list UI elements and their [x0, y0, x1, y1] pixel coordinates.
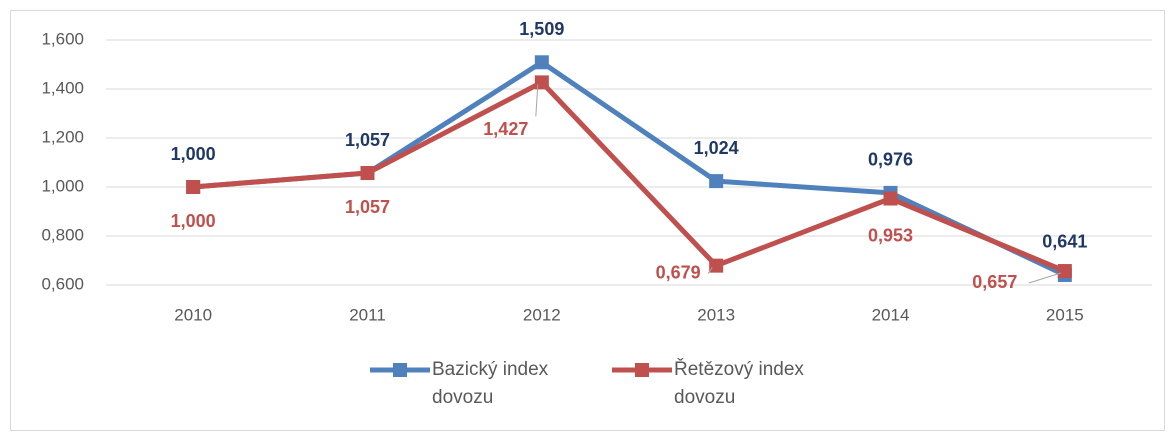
x-tick-label: 2014: [872, 305, 910, 324]
legend-label: Bazický index dovozu: [432, 359, 549, 408]
x-tick-label: 2013: [697, 305, 735, 324]
data-label: 1,000: [171, 211, 216, 231]
x-tick-label: 2015: [1046, 305, 1084, 324]
marker: [360, 166, 375, 181]
legend-marker: [393, 363, 407, 377]
leader-line: [707, 267, 713, 274]
data-label: 1,024: [694, 138, 739, 158]
data-label: 0,953: [868, 225, 913, 245]
series-line: [192, 59, 1066, 278]
x-tick-label: 2011: [349, 305, 386, 324]
marker: [186, 180, 201, 194]
legend-label: Řetězový index dovozu: [674, 359, 804, 408]
legend: Bazický index dovozu Řetězový index dovoz…: [370, 356, 834, 412]
marker: [1057, 264, 1072, 279]
x-tick-label: 2010: [174, 305, 212, 324]
data-label: 0,679: [656, 262, 701, 282]
legend-swatch: [612, 363, 672, 377]
data-label: 1,057: [345, 130, 390, 150]
y-tick-label: 1,200: [41, 127, 84, 146]
legend-item: Řetězový index dovozu: [612, 356, 834, 412]
data-label: 1,509: [519, 19, 564, 39]
data-label: 0,641: [1042, 232, 1087, 252]
y-tick-label: 0,800: [41, 225, 84, 244]
chart-border: [10, 10, 1165, 431]
marker: [534, 55, 549, 70]
data-label: 1,000: [171, 144, 216, 164]
marker: [709, 174, 724, 189]
legend-item: Bazický index dovozu: [370, 356, 592, 412]
y-tick-label: 1,000: [41, 176, 84, 195]
marker: [709, 258, 724, 273]
data-label: 1,057: [345, 197, 390, 217]
y-tick-label: 1,400: [41, 78, 84, 97]
legend-marker: [635, 363, 649, 377]
leader-line: [535, 84, 539, 117]
leader-line: [1028, 272, 1061, 284]
data-label: 1,427: [483, 119, 528, 139]
data-label: 0,657: [972, 272, 1017, 292]
x-tick-label: 2012: [523, 305, 561, 324]
y-tick-label: 1,600: [41, 29, 84, 48]
legend-swatch: [370, 363, 430, 377]
marker: [883, 191, 898, 206]
data-label: 0,976: [868, 150, 913, 170]
marker: [534, 75, 549, 90]
y-tick-label: 0,600: [41, 274, 84, 293]
series-line: [192, 79, 1066, 274]
